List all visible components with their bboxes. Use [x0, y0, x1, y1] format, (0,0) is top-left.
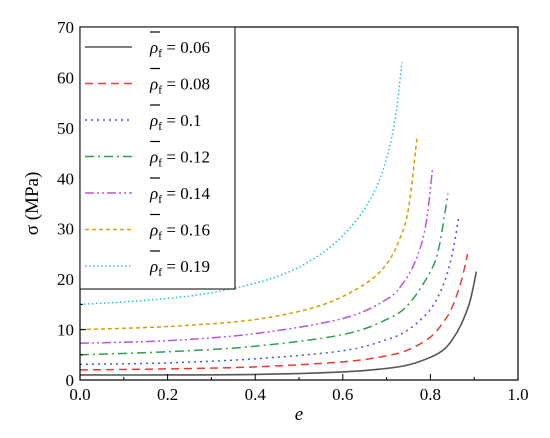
y-tick-label: 30 — [57, 220, 74, 239]
legend-label-3: ρf = 0.12 — [149, 148, 210, 170]
series-line-6 — [80, 62, 403, 306]
legend: ρf = 0.06 ρf = 0.08 ρf = 0.1 ρf = 0.12 ρf = … — [79, 26, 236, 290]
legend-label-0: ρf = 0.06 — [149, 38, 210, 60]
y-tick-label: 60 — [57, 68, 74, 87]
y-axis-title: σ (MPa) — [22, 172, 43, 236]
plot-area — [80, 62, 478, 376]
x-tick-label: 0.4 — [245, 385, 267, 404]
series-line-3 — [80, 193, 449, 356]
series-line-0 — [80, 271, 478, 376]
x-axis-title: e — [295, 404, 303, 425]
y-tick-label: 0 — [66, 371, 75, 390]
legend-box — [79, 26, 236, 290]
y-tick-label: 20 — [57, 270, 74, 289]
legend-label-5: ρf = 0.16 — [149, 221, 210, 243]
y-tick-label: 70 — [57, 18, 74, 37]
x-tick-label: 0.2 — [157, 385, 178, 404]
series-line-1 — [80, 253, 469, 371]
legend-label-1: ρf = 0.08 — [149, 75, 210, 97]
series-line-2 — [80, 215, 460, 366]
x-tick-label: 0.6 — [332, 385, 353, 404]
series-line-5 — [80, 135, 419, 331]
x-tick-label: 1.0 — [507, 385, 528, 404]
legend-label-4: ρf = 0.14 — [149, 184, 211, 206]
legend-label-6: ρf = 0.19 — [149, 257, 210, 279]
y-tick-label: 50 — [57, 119, 74, 138]
legend-label-2: ρf = 0.1 — [149, 111, 202, 133]
x-tick-label: 0.0 — [69, 385, 90, 404]
x-tick-label: 0.8 — [420, 385, 441, 404]
y-tick-label: 10 — [57, 321, 74, 340]
series-line-4 — [80, 168, 434, 344]
axes: 0.0 0.2 0.4 0.6 0.8 1.0 0 10 20 30 40 50 60 70 e σ (MPa… — [22, 18, 529, 425]
y-tick-label: 40 — [57, 169, 74, 188]
